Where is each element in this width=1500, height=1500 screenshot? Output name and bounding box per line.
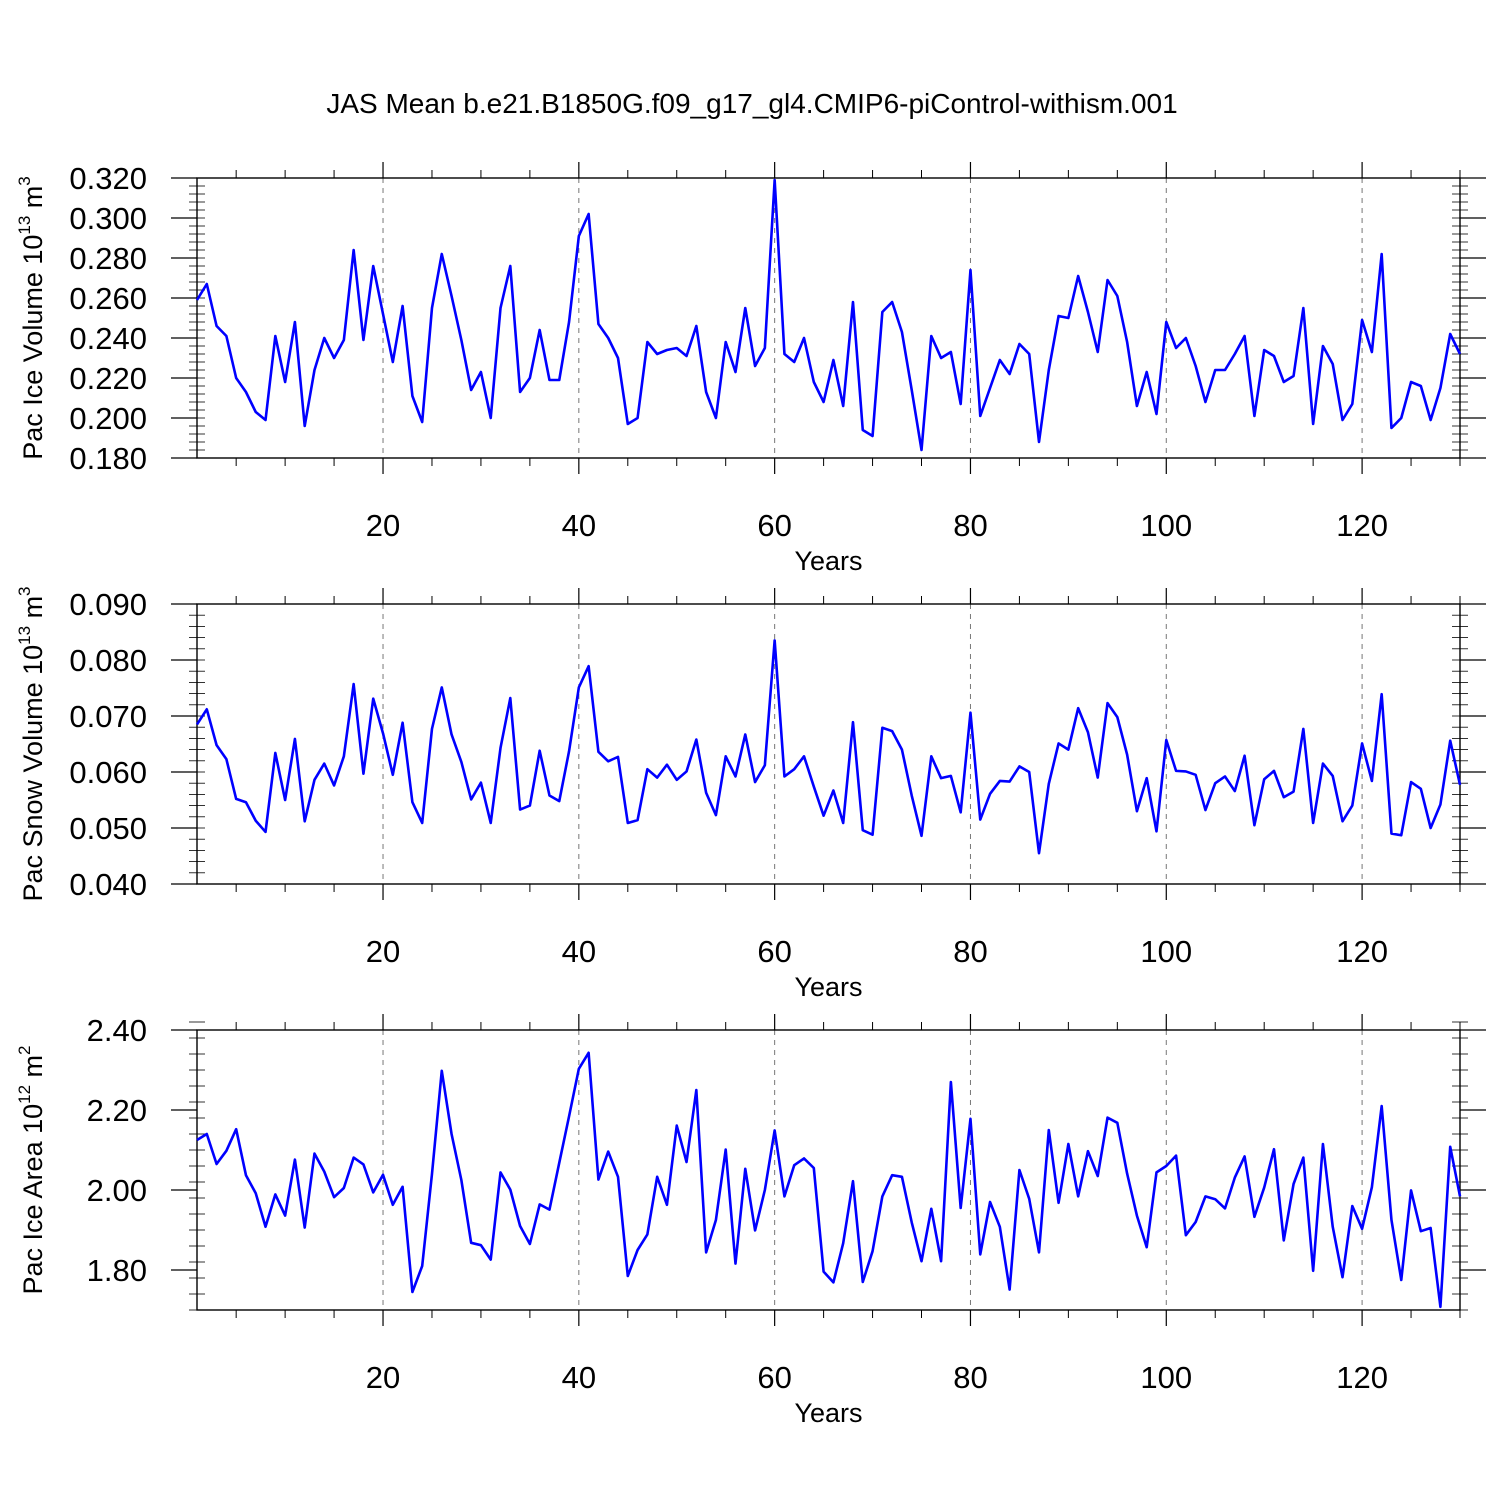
x-axis-label: Years [794, 546, 862, 576]
chart-title: JAS Mean b.e21.B1850G.f09_g17_gl4.CMIP6-… [326, 88, 1177, 119]
y-axis-label: Pac Ice Area 1012 m2 [15, 1045, 48, 1294]
y-tick-label: 2.00 [87, 1173, 147, 1208]
x-tick-label: 100 [1140, 934, 1192, 969]
y-tick-label: 0.050 [69, 811, 147, 846]
x-tick-label: 60 [757, 508, 791, 543]
x-tick-label: 120 [1336, 508, 1388, 543]
y-tick-label: 0.280 [69, 241, 147, 276]
y-tick-label: 0.320 [69, 161, 147, 196]
x-tick-label: 80 [953, 508, 987, 543]
x-tick-label: 100 [1140, 1360, 1192, 1395]
y-tick-label: 1.80 [87, 1253, 147, 1288]
x-tick-label: 20 [366, 1360, 400, 1395]
x-tick-label: 100 [1140, 508, 1192, 543]
plot-frame [196, 177, 1461, 459]
y-tick-label: 2.20 [87, 1093, 147, 1128]
x-axis-label: Years [794, 972, 862, 1002]
y-axis-label: Pac Ice Volume 1013 m3 [15, 176, 48, 460]
x-tick-label: 20 [366, 508, 400, 543]
x-tick-label: 80 [953, 934, 987, 969]
y-axis-label: Pac Snow Volume 1013 m3 [15, 586, 48, 901]
x-tick-label: 60 [757, 934, 791, 969]
x-axis-label: Years [794, 1398, 862, 1428]
plot-frame [196, 1029, 1461, 1311]
panel-1: 20 40 60 80 100 120 0.180 0.200 0.220 0.240 0.260 0… [15, 161, 1486, 576]
x-tick-label: 120 [1336, 1360, 1388, 1395]
y-tick-label: 0.090 [69, 587, 147, 622]
series-line-1 [196, 1051, 1462, 1309]
series-line-1 [195, 639, 1462, 855]
y-tick-label: 0.040 [69, 867, 147, 902]
panel-2: 20 40 60 80 100 120 0.040 0.050 0.060 0.070 0.080 0… [15, 586, 1486, 1002]
y-tick-label: 0.260 [69, 281, 147, 316]
y-tick-label: 0.070 [69, 699, 147, 734]
x-tick-label: 40 [562, 934, 596, 969]
panel-3: 20 40 60 80 100 120 1.80 2.00 2.20 2.40 Years Pac I… [15, 1013, 1486, 1428]
y-tick-label: 0.220 [69, 361, 147, 396]
plot-frame [196, 603, 1461, 885]
x-tick-label: 60 [757, 1360, 791, 1395]
y-tick-label: 0.300 [69, 201, 147, 236]
y-tick-label: 0.080 [69, 643, 147, 678]
y-tick-label: 0.060 [69, 755, 147, 790]
x-tick-label: 40 [562, 1360, 596, 1395]
plots: 20 40 60 80 100 120 0.180 0.200 0.220 0.240 0.260 0… [15, 161, 1486, 1428]
y-tick-label: 0.180 [69, 441, 147, 476]
y-tick-label: 0.200 [69, 401, 147, 436]
y-tick-label: 2.40 [87, 1013, 147, 1048]
x-tick-label: 80 [953, 1360, 987, 1395]
x-tick-label: 40 [562, 508, 596, 543]
y-tick-label: 0.240 [69, 321, 147, 356]
x-tick-label: 20 [366, 934, 400, 969]
x-tick-label: 120 [1336, 934, 1388, 969]
series-line-1 [195, 178, 1462, 452]
